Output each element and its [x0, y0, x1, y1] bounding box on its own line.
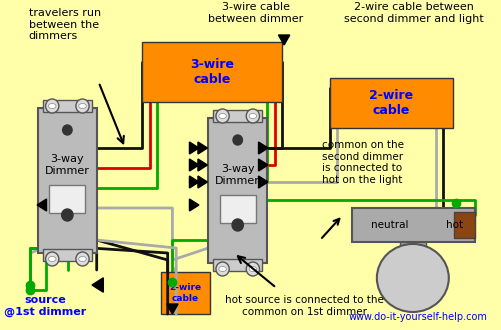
- Polygon shape: [189, 159, 198, 171]
- Bar: [43, 100, 92, 112]
- Bar: [329, 78, 452, 128]
- Text: 3-wire
cable: 3-wire cable: [190, 58, 233, 86]
- Bar: [399, 242, 425, 256]
- Polygon shape: [197, 159, 207, 171]
- Polygon shape: [189, 142, 198, 154]
- Text: 2-wire
cable: 2-wire cable: [368, 89, 412, 117]
- Ellipse shape: [79, 104, 86, 109]
- Text: 3-way
Dimmer: 3-way Dimmer: [45, 154, 90, 176]
- Circle shape: [76, 252, 89, 266]
- Bar: [213, 259, 262, 271]
- Circle shape: [46, 252, 59, 266]
- Text: 2-wire cable between
second dimmer and light: 2-wire cable between second dimmer and l…: [343, 2, 482, 24]
- Polygon shape: [92, 278, 103, 292]
- Polygon shape: [258, 142, 268, 154]
- Text: neutral: neutral: [371, 220, 408, 230]
- Text: 3-wire cable
between dimmer: 3-wire cable between dimmer: [208, 2, 303, 24]
- Ellipse shape: [218, 114, 226, 118]
- Text: common on the
second dimmer
is connected to
hot on the light: common on the second dimmer is connected…: [321, 140, 403, 185]
- Circle shape: [232, 135, 242, 145]
- Ellipse shape: [48, 256, 56, 261]
- Polygon shape: [197, 176, 207, 188]
- Bar: [208, 118, 267, 263]
- Text: hot: hot: [445, 220, 462, 230]
- Polygon shape: [258, 159, 268, 171]
- Circle shape: [215, 109, 229, 123]
- Text: source
@1st dimmer: source @1st dimmer: [5, 295, 87, 317]
- Ellipse shape: [248, 267, 256, 272]
- Bar: [49, 185, 85, 213]
- Circle shape: [246, 109, 259, 123]
- Polygon shape: [197, 142, 207, 154]
- Text: 2-wire
cable: 2-wire cable: [169, 283, 201, 303]
- Text: www.do-it-yourself-help.com: www.do-it-yourself-help.com: [348, 312, 487, 322]
- Ellipse shape: [79, 256, 86, 261]
- Bar: [43, 249, 92, 261]
- Ellipse shape: [218, 267, 226, 272]
- Text: hot source is connected to the
common on 1st dimmer: hot source is connected to the common on…: [225, 295, 384, 316]
- Polygon shape: [258, 176, 268, 188]
- Bar: [213, 110, 262, 122]
- Polygon shape: [189, 199, 198, 211]
- Ellipse shape: [376, 244, 448, 312]
- Bar: [453, 212, 474, 238]
- Bar: [161, 272, 210, 314]
- Text: 3-way
Dimmer: 3-way Dimmer: [215, 164, 260, 186]
- Circle shape: [246, 262, 259, 276]
- Polygon shape: [166, 304, 178, 314]
- Polygon shape: [278, 35, 289, 45]
- Text: travelers run
between the
dimmers: travelers run between the dimmers: [29, 8, 101, 41]
- Circle shape: [76, 99, 89, 113]
- Ellipse shape: [248, 114, 256, 118]
- Circle shape: [215, 262, 229, 276]
- Ellipse shape: [48, 104, 56, 109]
- Circle shape: [46, 99, 59, 113]
- Bar: [38, 108, 97, 253]
- Bar: [142, 42, 282, 102]
- Circle shape: [63, 125, 72, 135]
- Polygon shape: [37, 199, 47, 211]
- Polygon shape: [189, 176, 198, 188]
- Circle shape: [62, 209, 73, 221]
- Circle shape: [231, 219, 243, 231]
- Bar: [219, 195, 255, 223]
- Bar: [352, 208, 474, 242]
